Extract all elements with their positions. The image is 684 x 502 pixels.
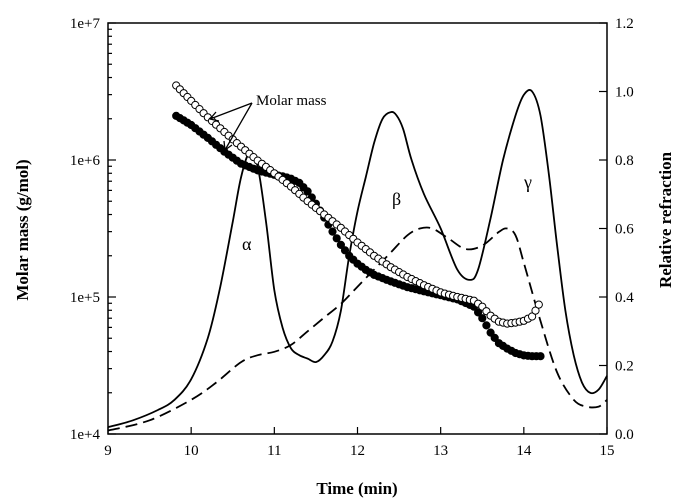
y2-tick-label: 0.6 <box>615 222 634 238</box>
arrowhead-filled <box>223 140 233 152</box>
filled-circle-point <box>486 328 495 337</box>
series-layer <box>107 81 608 432</box>
arrow-to-filled-circles <box>224 102 253 151</box>
filled-circle-point <box>478 314 487 323</box>
y2-axis-title: Relative refraction <box>656 151 675 288</box>
x-axis-title: Time (min) <box>316 479 397 498</box>
y2-tick-label: 0.2 <box>615 359 634 375</box>
arrowhead-open <box>208 111 220 122</box>
series-1 <box>107 89 608 428</box>
y-tick-label: 1e+5 <box>70 290 100 306</box>
y2-tick-labels: 0.0 0.2 0.4 0.6 0.8 1.0 1.2 <box>615 16 634 443</box>
tick-marks <box>107 22 608 435</box>
filled-circle-point <box>536 352 545 361</box>
y2-tick-label: 0.4 <box>615 290 634 306</box>
filled-circle-point <box>336 240 345 249</box>
y-tick-label: 1e+4 <box>70 427 101 443</box>
series-4 <box>172 81 543 328</box>
arrow-to-open-circles <box>209 102 253 120</box>
x-tick-label: 13 <box>433 443 448 459</box>
y2-tick-label: 1.2 <box>615 16 634 32</box>
beta-label: β <box>392 189 401 209</box>
y2-tick-label: 1.0 <box>615 85 634 101</box>
series-3 <box>172 111 545 361</box>
alpha-label: α <box>242 234 252 254</box>
y-axis-title: Molar mass (g/mol) <box>13 159 32 300</box>
filled-circle-point <box>340 246 350 255</box>
filled-circle-point <box>328 227 337 236</box>
x-tick-label: 10 <box>184 443 199 459</box>
solid-refraction-line <box>107 89 608 428</box>
y2-tick-label: 0.0 <box>615 427 634 443</box>
x-tick-label: 11 <box>267 443 281 459</box>
x-tick-labels: 9 10 11 12 13 14 15 <box>104 443 614 459</box>
y2-tick-label: 0.8 <box>615 153 634 169</box>
molar-mass-arrows <box>208 102 253 152</box>
x-tick-label: 15 <box>600 443 615 459</box>
open-circle-point <box>528 312 537 321</box>
filled-circle-point <box>474 308 483 317</box>
open-circle-point <box>534 300 543 309</box>
x-tick-label: 12 <box>350 443 365 459</box>
filled-circle-point <box>303 187 312 196</box>
molar-mass-annotation: Molar mass <box>256 93 327 109</box>
series-2 <box>107 226 608 432</box>
x-tick-label: 14 <box>516 443 532 459</box>
filled-circle-point <box>332 234 341 243</box>
plot-frame <box>107 22 608 435</box>
dashed-refraction-line <box>107 226 608 432</box>
filled-circle-point <box>490 333 499 342</box>
gamma-label: γ <box>523 172 532 192</box>
y-tick-labels: 1e+4 1e+5 1e+6 1e+7 <box>70 16 101 443</box>
y-tick-label: 1e+7 <box>70 16 101 32</box>
y-tick-label: 1e+6 <box>70 153 101 169</box>
filled-circle-point <box>482 321 491 330</box>
x-tick-label: 9 <box>104 443 112 459</box>
